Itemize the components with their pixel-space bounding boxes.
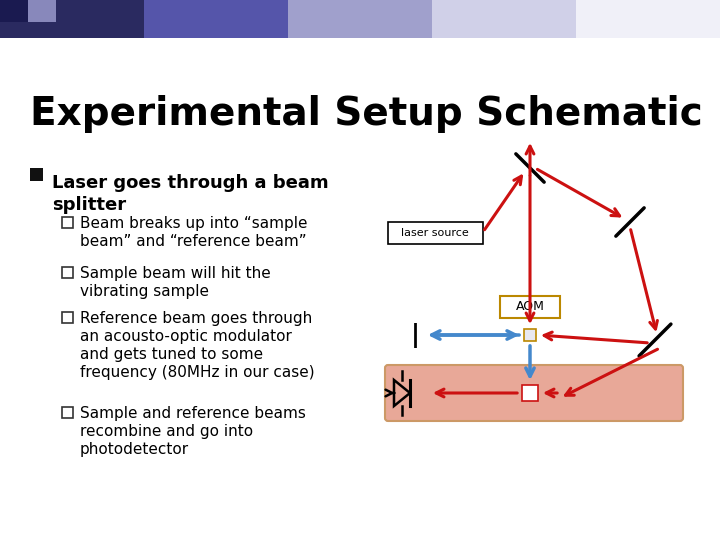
Bar xyxy=(388,222,483,244)
Text: Reference beam goes through
an acousto-optic modulator
and gets tuned to some
fr: Reference beam goes through an acousto-o… xyxy=(80,311,315,380)
Text: AOM: AOM xyxy=(516,300,544,314)
Bar xyxy=(0,0,28,22)
FancyBboxPatch shape xyxy=(385,365,683,421)
Bar xyxy=(0,0,144,38)
Text: Laser goes through a beam
splitter: Laser goes through a beam splitter xyxy=(52,174,328,214)
Bar xyxy=(62,312,73,323)
Bar xyxy=(62,217,73,228)
Bar xyxy=(62,407,73,418)
Bar xyxy=(144,0,288,38)
Bar xyxy=(432,0,576,38)
Text: Experimental Setup Schematic: Experimental Setup Schematic xyxy=(30,95,703,133)
Bar xyxy=(576,0,720,38)
Bar xyxy=(288,0,432,38)
Bar xyxy=(522,385,538,401)
Bar xyxy=(28,0,56,22)
Bar xyxy=(500,296,560,318)
Text: Sample beam will hit the
vibrating sample: Sample beam will hit the vibrating sampl… xyxy=(80,266,271,299)
Text: Sample and reference beams
recombine and go into
photodetector: Sample and reference beams recombine and… xyxy=(80,406,306,457)
Text: |: | xyxy=(410,322,420,348)
Text: laser source: laser source xyxy=(401,228,469,238)
Bar xyxy=(62,267,73,278)
Text: Beam breaks up into “sample
beam” and “reference beam”: Beam breaks up into “sample beam” and “r… xyxy=(80,216,307,249)
Bar xyxy=(30,168,43,181)
Bar xyxy=(524,329,536,341)
